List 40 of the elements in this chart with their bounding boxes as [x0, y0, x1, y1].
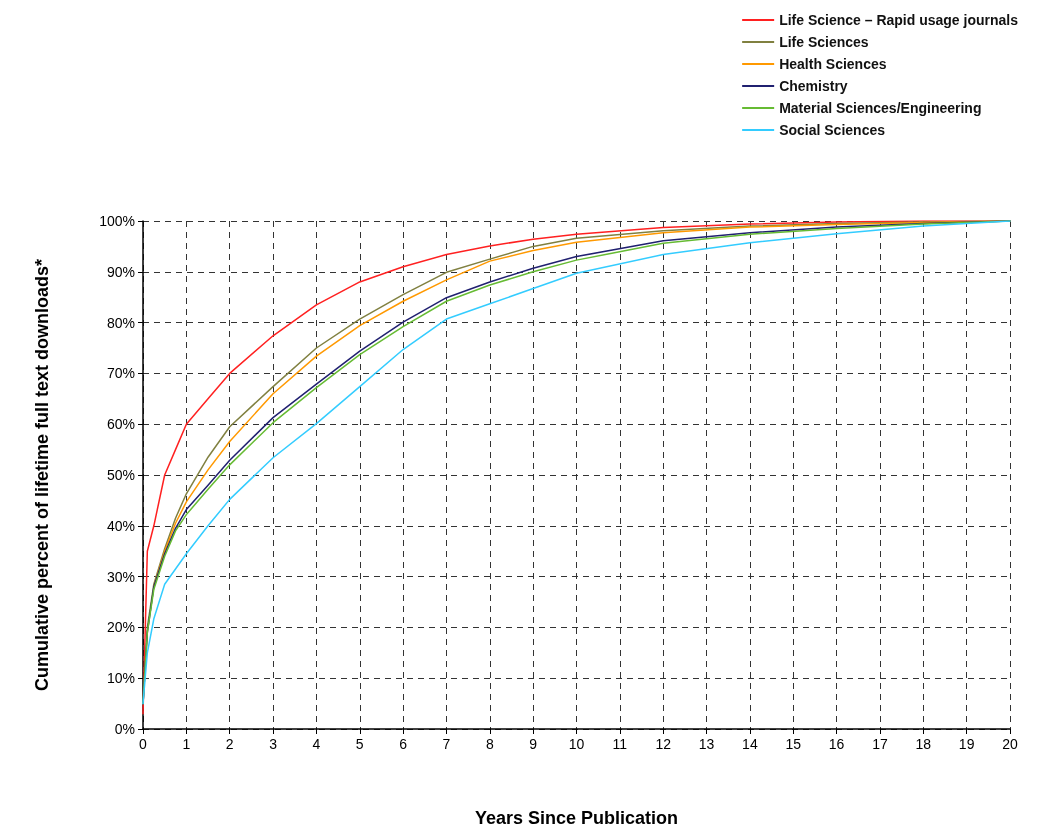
y-tick-label: 10%: [106, 670, 135, 687]
x-tick-label: 4: [312, 736, 321, 752]
y-tick-label: 0%: [114, 721, 135, 737]
y-axis-title: Cumulative percent of lifetime full text downloads*: [32, 258, 52, 692]
x-tick-label: 18: [915, 736, 932, 752]
x-tick-label: 14: [742, 736, 758, 752]
legend-label: Material Sciences/Engineering: [779, 100, 982, 116]
legend-label: Chemistry: [779, 78, 848, 94]
x-tick-label: 19: [958, 736, 975, 752]
y-tick-label: 50%: [106, 467, 135, 483]
x-axis-title: Years Since Publication: [474, 808, 679, 828]
x-tick-label: 12: [655, 736, 672, 752]
y-tick-label: 40%: [106, 517, 135, 534]
x-tick-label: 11: [612, 736, 628, 752]
y-tick-label: 90%: [106, 263, 135, 280]
x-tick-label: 20: [1002, 736, 1018, 752]
x-tick-label: 0: [139, 736, 148, 752]
y-tick-label: 20%: [106, 619, 135, 636]
x-tick-label: 1: [182, 736, 191, 752]
y-tick-label: 70%: [106, 365, 135, 382]
y-tick-label: 60%: [106, 416, 135, 433]
legend-label: Health Sciences: [779, 56, 887, 72]
x-tick-label: 7: [442, 736, 451, 752]
legend-label: Life Sciences: [779, 34, 869, 50]
x-tick-label: 17: [872, 736, 888, 752]
x-tick-label: 9: [529, 736, 538, 752]
legend-label: Life Science – Rapid usage journals: [779, 12, 1019, 28]
x-tick-label: 6: [399, 736, 408, 752]
x-tick-label: 15: [785, 736, 802, 752]
y-tick-label: 100%: [99, 213, 135, 229]
x-tick-label: 2: [225, 736, 234, 752]
x-tick-label: 10: [568, 736, 585, 752]
x-tick-label: 8: [485, 736, 494, 752]
x-tick-label: 16: [828, 736, 845, 752]
x-tick-label: 5: [355, 736, 364, 752]
legend-label: Social Sciences: [779, 122, 886, 138]
y-tick-label: 30%: [106, 568, 135, 585]
y-tick-label: 80%: [106, 314, 135, 331]
x-tick-label: 13: [698, 736, 715, 752]
x-tick-label: 3: [269, 736, 278, 752]
